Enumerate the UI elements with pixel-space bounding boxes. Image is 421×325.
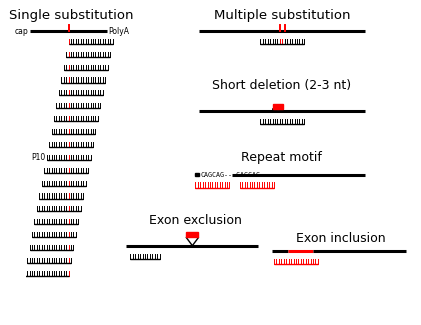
Text: Exon inclusion: Exon inclusion (296, 232, 386, 245)
Text: Exon exclusion: Exon exclusion (149, 214, 242, 227)
Bar (273, 104, 283, 109)
Bar (187, 232, 198, 237)
Bar (195, 173, 199, 176)
Text: CAGCAG---CAGCAG: CAGCAG---CAGCAG (201, 172, 261, 178)
Text: P10: P10 (31, 153, 45, 162)
Text: Single substitution: Single substitution (9, 9, 133, 22)
Text: Repeat motif: Repeat motif (242, 151, 322, 164)
Polygon shape (272, 109, 283, 110)
Text: Short deletion (2-3 nt): Short deletion (2-3 nt) (212, 79, 352, 92)
Text: cap: cap (15, 27, 29, 35)
Text: Multiple substitution: Multiple substitution (213, 9, 350, 22)
Polygon shape (186, 237, 199, 246)
Text: PolyA: PolyA (108, 27, 129, 35)
